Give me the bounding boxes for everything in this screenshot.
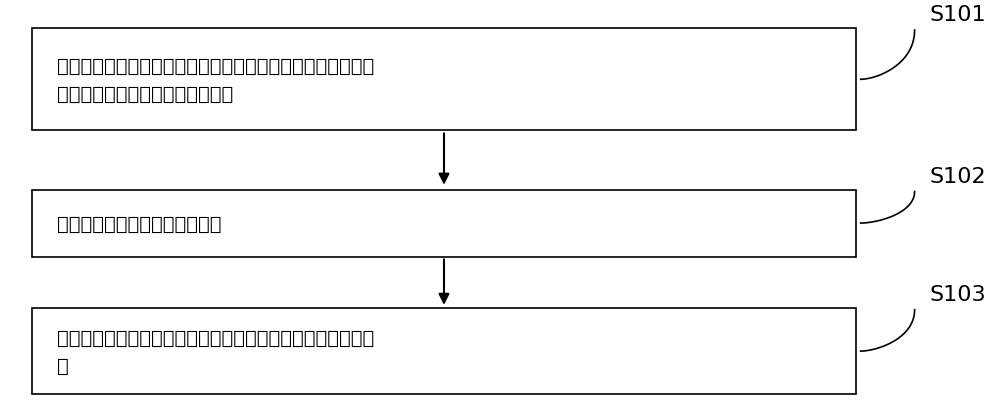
Text: S101: S101 xyxy=(929,5,986,25)
Text: 动态监测媒体接收组的终端数量: 动态监测媒体接收组的终端数量 xyxy=(57,214,221,233)
Text: 对基站服务的所有终端进行媒体流接收组划分，所述媒体流接
收组为接收相同媒体流数据的终端: 对基站服务的所有终端进行媒体流接收组划分，所述媒体流接 收组为接收相同媒体流数据… xyxy=(57,56,374,103)
FancyBboxPatch shape xyxy=(32,308,856,394)
Text: S102: S102 xyxy=(929,166,986,186)
Text: S103: S103 xyxy=(929,284,986,304)
FancyBboxPatch shape xyxy=(32,190,856,257)
FancyBboxPatch shape xyxy=(32,29,856,131)
Text: 根据所述同一媒体流接收组的终端数量，实时调整数据发送方
式: 根据所述同一媒体流接收组的终端数量，实时调整数据发送方 式 xyxy=(57,328,374,375)
